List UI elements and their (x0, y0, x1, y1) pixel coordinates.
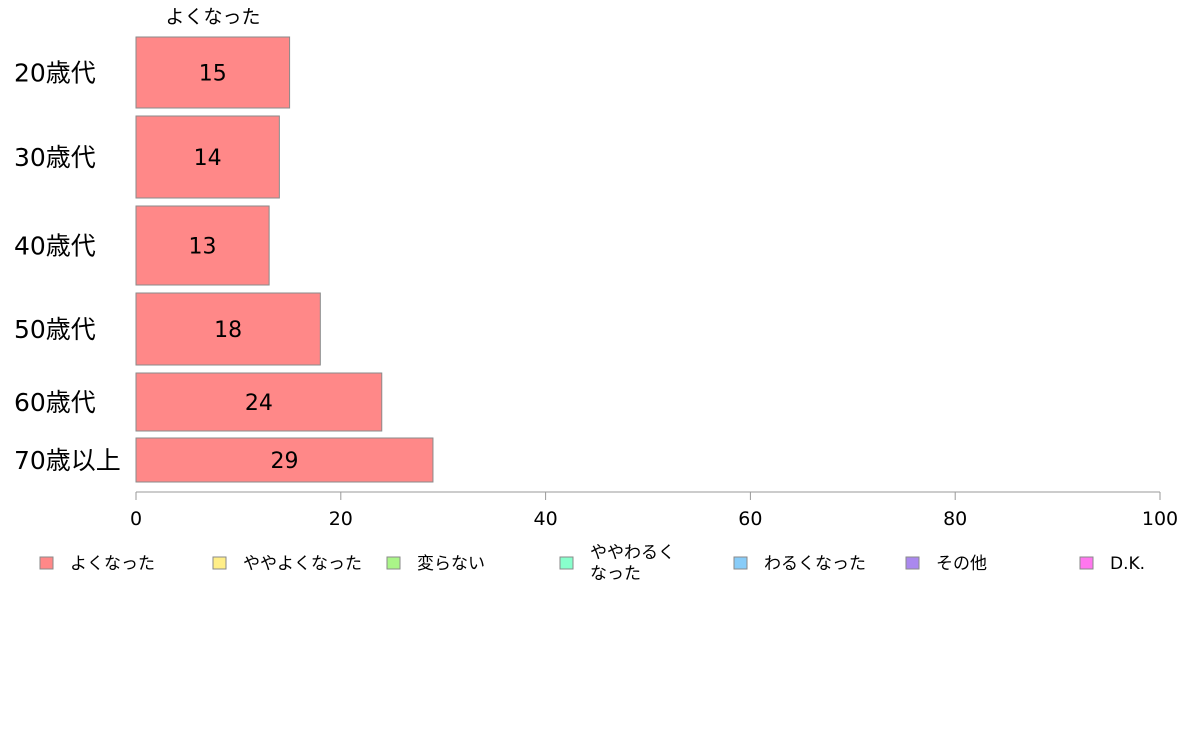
x-tick-label: 0 (130, 508, 142, 530)
category-label: 30歳代 (14, 143, 96, 172)
legend-label: 変らない (417, 554, 485, 574)
x-axis: 0 20 40 60 80 100 (130, 491, 1178, 530)
bar (135, 372, 383, 432)
legend-label: ややよくなった (243, 554, 362, 574)
x-tick-label: 80 (943, 508, 967, 530)
legend: よくなった ややよくなった 変らない ややわるくなった わるくなった その他 D.K. (39, 543, 1145, 584)
bar-value-label: 15 (199, 62, 227, 87)
legend-swatch (733, 556, 748, 570)
legend-swatch (559, 556, 574, 570)
bar-value-label: 18 (214, 318, 242, 343)
legend-label: その他 (936, 554, 987, 574)
category-label: 50歳代 (14, 315, 96, 344)
category-label: 20歳代 (14, 59, 96, 88)
x-tick-label: 40 (534, 508, 558, 530)
bar-value-label: 29 (270, 449, 298, 474)
bar (135, 205, 270, 286)
legend-swatch (212, 556, 227, 570)
bar-value-label: 13 (189, 235, 217, 260)
legend-label: よくなった (70, 554, 155, 574)
bar (135, 292, 321, 366)
legend-swatch (39, 556, 54, 570)
bar (135, 36, 291, 109)
legend-label: わるくなった (764, 554, 866, 574)
category-label: 60歳代 (14, 388, 96, 417)
bars-group: 20歳代 15 30歳代 14 40歳代 13 50歳代 18 60歳代 24 70歳以上 29 (14, 36, 434, 483)
legend-label: D.K. (1110, 554, 1145, 574)
top-series-label: よくなった (165, 6, 260, 28)
bar-value-label: 14 (194, 146, 222, 171)
x-tick-label: 20 (329, 508, 353, 530)
x-tick-label: 60 (738, 508, 762, 530)
x-tick-label: 100 (1142, 508, 1178, 530)
legend-label: ややわるくなった (590, 543, 675, 584)
bar (135, 437, 434, 483)
bar-value-label: 24 (245, 391, 273, 416)
bar (135, 115, 280, 199)
category-label: 70歳以上 (14, 446, 121, 475)
legend-swatch (905, 556, 920, 570)
legend-swatch (1079, 556, 1094, 570)
legend-swatch (386, 556, 401, 570)
category-label: 40歳代 (14, 232, 96, 261)
